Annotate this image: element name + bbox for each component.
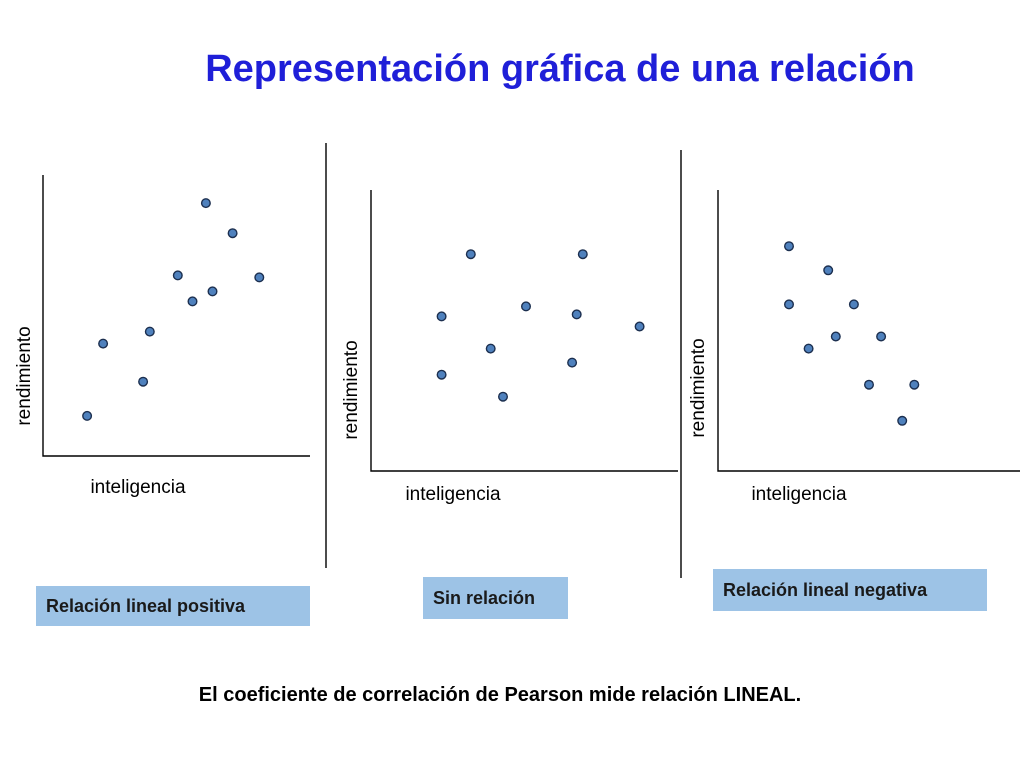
data-point	[98, 338, 109, 349]
scatter-negative: inteligencia rendimiento	[688, 190, 1020, 505]
data-point	[784, 241, 795, 252]
y-axis-label: rendimiento	[341, 340, 362, 439]
data-point	[521, 301, 532, 312]
data-point	[138, 376, 149, 387]
y-axis-label: rendimiento	[14, 326, 35, 425]
scatter-positive: inteligencia rendimiento	[14, 175, 310, 498]
scatter-none: inteligencia rendimiento	[341, 190, 678, 505]
data-point	[830, 331, 841, 342]
data-point	[144, 326, 155, 337]
data-point	[571, 309, 582, 320]
data-point	[784, 299, 795, 310]
caption-positive: Relación lineal positiva	[36, 586, 310, 626]
x-axis-label: inteligencia	[90, 477, 185, 498]
axes-negative	[717, 190, 1020, 472]
data-point	[465, 249, 476, 260]
data-point	[200, 198, 211, 209]
page-title: Representación gráfica de una relación	[205, 48, 915, 90]
data-point	[187, 296, 198, 307]
axes-positive	[42, 175, 310, 457]
data-point	[436, 369, 447, 380]
data-point	[172, 270, 183, 281]
data-point	[634, 321, 645, 332]
data-point	[254, 272, 265, 283]
x-axis-label: inteligencia	[405, 484, 500, 505]
x-axis-label: inteligencia	[751, 484, 846, 505]
data-point	[848, 299, 859, 310]
data-point	[485, 343, 496, 354]
caption-none: Sin relación	[423, 577, 568, 619]
data-point	[567, 357, 578, 368]
data-point	[227, 228, 238, 239]
data-point	[82, 410, 93, 421]
data-point	[864, 379, 875, 390]
data-point	[897, 415, 908, 426]
data-point	[823, 265, 834, 276]
axes-none	[370, 190, 678, 472]
data-point	[909, 379, 920, 390]
caption-negative: Relación lineal negativa	[713, 569, 987, 611]
data-point	[876, 331, 887, 342]
footer-note: El coeficiente de correlación de Pearson…	[198, 684, 802, 706]
data-point	[803, 343, 814, 354]
data-point	[577, 249, 588, 260]
data-point	[436, 311, 447, 322]
data-point	[498, 391, 509, 402]
y-axis-label: rendimiento	[688, 338, 709, 437]
data-point	[207, 286, 218, 297]
